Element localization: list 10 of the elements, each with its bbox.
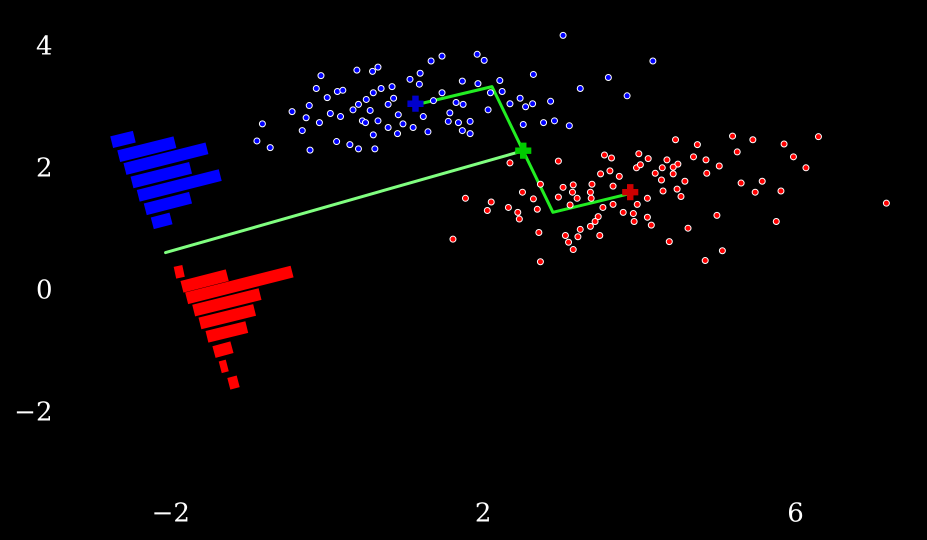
y-tick-label: −2 — [14, 397, 52, 428]
x-tick-label: −2 — [152, 498, 190, 528]
point — [515, 142, 532, 159]
y-tick-label: 2 — [36, 153, 52, 184]
point — [407, 96, 424, 112]
y-tick-label: 0 — [36, 275, 52, 306]
x-tick-label: 6 — [787, 498, 804, 528]
point — [622, 184, 638, 200]
x-tick-label: 2 — [474, 498, 492, 528]
y-tick-label: 4 — [36, 31, 52, 62]
